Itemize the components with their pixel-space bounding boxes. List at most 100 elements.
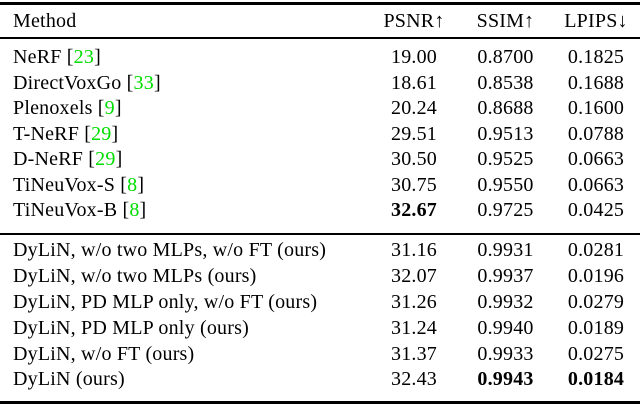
lpips-value: 0.1688: [567, 71, 625, 94]
ours-section: DyLiN, w/o two MLPs, w/o FT (ours) 31.16 0…: [0, 235, 640, 401]
citation-bracket-close: ]: [139, 199, 147, 222]
psnr-value: 29.51: [391, 122, 437, 145]
citation-bracket-close: ]: [153, 71, 161, 94]
citation-link[interactable]: 9: [104, 97, 115, 120]
method-cell: TiNeuVox-B [8]: [0, 199, 369, 222]
table-row: DyLiN, PD MLP only, w/o FT (ours) 31.26 0.…: [0, 289, 640, 315]
method-name: Plenoxels: [13, 97, 93, 120]
method-cell: D-NeRF [29]: [0, 148, 369, 171]
header-rule: [0, 37, 640, 39]
lpips-value: 0.0196: [567, 264, 625, 287]
citation-bracket-close: ]: [111, 122, 119, 145]
method-name: DyLiN, PD MLP only (ours): [13, 316, 249, 339]
table-row: TiNeuVox-S [8] 30.75 0.9550 0.0663: [0, 173, 640, 199]
method-cell: T-NeRF [29]: [0, 123, 369, 146]
ssim-value: 0.9937: [477, 264, 534, 287]
table-row: DyLiN, PD MLP only (ours) 31.24 0.9940 0.01…: [0, 315, 640, 341]
method-name: DyLiN, w/o FT (ours): [13, 342, 195, 365]
method-cell: DyLiN, w/o two MLPs (ours): [0, 265, 369, 288]
table-row: DyLiN, w/o two MLPs, w/o FT (ours) 31.16 0…: [0, 238, 640, 264]
ssim-value: 0.9931: [477, 238, 534, 261]
psnr-value: 30.50: [391, 148, 437, 171]
lpips-value: 0.0189: [567, 316, 625, 339]
citation-link[interactable]: 29: [91, 122, 112, 145]
psnr-value: 32.43: [391, 368, 437, 391]
psnr-value: 18.61: [391, 71, 437, 94]
ssim-value: 0.9940: [477, 316, 534, 339]
method-name: T-NeRF: [13, 122, 80, 145]
method-cell: DyLiN, w/o FT (ours): [0, 343, 369, 366]
table-row: DyLiN, w/o FT (ours) 31.37 0.9933 0.0275: [0, 341, 640, 367]
table-row: DyLiN, w/o two MLPs (ours) 32.07 0.9937 0.0…: [0, 263, 640, 289]
psnr-value: 30.75: [391, 173, 437, 196]
method-name: DyLiN, w/o two MLPs (ours): [13, 264, 257, 287]
psnr-value: 31.16: [391, 238, 437, 261]
ssim-value: 0.9513: [477, 122, 534, 145]
method-cell: Plenoxels [9]: [0, 97, 369, 120]
method-cell: DyLiN, PD MLP only (ours): [0, 317, 369, 340]
ssim-value: 0.9725: [477, 199, 534, 222]
lpips-value: 0.0425: [567, 199, 625, 222]
table-row: Plenoxels [9] 20.24 0.8688 0.1600: [0, 96, 640, 122]
method-cell: TiNeuVox-S [8]: [0, 174, 369, 197]
method-name: TiNeuVox-B: [13, 199, 118, 222]
citation-bracket-close: ]: [115, 148, 123, 171]
method-cell: DyLiN, w/o two MLPs, w/o FT (ours): [0, 239, 369, 262]
psnr-value: 20.24: [391, 97, 437, 120]
method-cell: NeRF [23]: [0, 46, 369, 69]
header-row: Method PSNR↑ SSIM↑ LPIPS↓: [0, 5, 640, 37]
ssim-value: 0.8538: [477, 71, 534, 94]
citation-bracket-open: [: [61, 46, 74, 69]
citation-link[interactable]: 23: [73, 46, 95, 69]
mid-rule: [0, 232, 640, 235]
table-row: NeRF [23] 19.00 0.8700 0.1825: [0, 45, 640, 71]
method-cell: DirectVoxGo [33]: [0, 72, 369, 95]
citation-bracket-close: ]: [137, 173, 145, 196]
citation-bracket-close: ]: [94, 46, 101, 69]
psnr-value: 31.26: [391, 290, 437, 313]
ssim-value: 0.8688: [477, 97, 534, 120]
lpips-value: 0.0184: [567, 368, 625, 391]
ssim-value: 0.9550: [477, 173, 534, 196]
ssim-value: 0.9525: [477, 148, 534, 171]
method-name: TiNeuVox-S: [13, 173, 116, 196]
table-top-rule: [0, 2, 640, 5]
lpips-value: 0.0281: [567, 238, 625, 261]
citation-bracket-open: [: [92, 97, 105, 120]
citation-bracket-open: [: [79, 122, 92, 145]
psnr-value: 31.24: [391, 316, 437, 339]
ssim-value: 0.9932: [477, 290, 534, 313]
citation-bracket-close: ]: [114, 97, 122, 120]
method-name: DirectVoxGo: [13, 71, 122, 94]
method-name: NeRF: [13, 46, 62, 69]
citation-link[interactable]: 8: [127, 173, 138, 196]
table-row: DyLiN (ours) 32.43 0.9943 0.0184: [0, 367, 640, 393]
table-row: T-NeRF [29] 29.51 0.9513 0.0788: [0, 122, 640, 148]
citation-link[interactable]: 29: [95, 148, 116, 171]
lpips-value: 0.0279: [567, 290, 625, 313]
citation-bracket-open: [: [117, 199, 130, 222]
psnr-value: 31.37: [391, 342, 437, 365]
lpips-value: 0.0788: [567, 122, 625, 145]
col-header-method: Method: [13, 9, 77, 32]
citation-bracket-open: [: [121, 71, 134, 94]
method-name: D-NeRF: [13, 148, 84, 171]
lpips-value: 0.0663: [567, 148, 625, 171]
citation-bracket-open: [: [115, 173, 128, 196]
method-name: DyLiN (ours): [13, 368, 125, 391]
col-header-ssim: SSIM↑: [476, 9, 535, 32]
lpips-value: 0.1600: [567, 97, 625, 120]
lpips-value: 0.0275: [567, 342, 625, 365]
ssim-value: 0.8700: [477, 46, 534, 69]
table-bottom-rule: [0, 400, 640, 404]
citation-link[interactable]: 33: [133, 71, 154, 94]
method-name: DyLiN, w/o two MLPs, w/o FT (ours): [13, 238, 327, 261]
citation-link[interactable]: 8: [129, 199, 140, 222]
lpips-value: 0.0663: [567, 173, 625, 196]
ssim-value: 0.9943: [477, 368, 534, 391]
ssim-value: 0.9933: [477, 342, 534, 365]
baselines-section: NeRF [23] 19.00 0.8700 0.1825 DirectVoxGo [3…: [0, 39, 640, 233]
table-row: D-NeRF [29] 30.50 0.9525 0.0663: [0, 147, 640, 173]
method-cell: DyLiN, PD MLP only, w/o FT (ours): [0, 291, 369, 314]
